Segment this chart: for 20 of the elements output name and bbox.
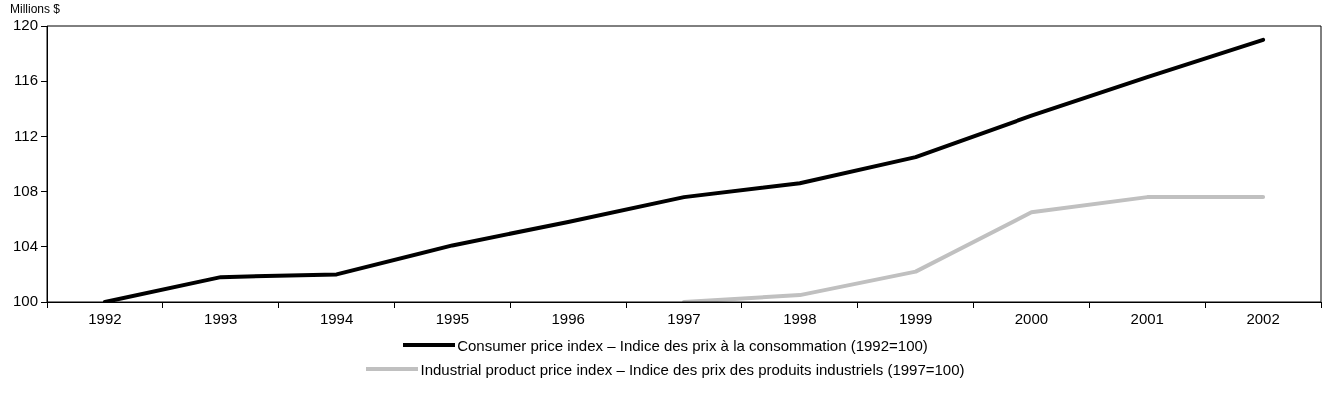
- x-tick-label: 1994: [319, 310, 354, 328]
- x-tick-label: 1997: [667, 310, 701, 328]
- y-tick-label: 120: [13, 16, 39, 34]
- y-tick-label: 100: [13, 292, 39, 310]
- y-tick-label: 112: [14, 126, 39, 144]
- legend-label: Industrial product price index – Indice des prix des produits industriels (1997=100): [420, 360, 965, 378]
- y-tick-label: 116: [14, 71, 39, 89]
- x-tick-label: 2001: [1130, 310, 1164, 328]
- x-tick-label: 1992: [88, 310, 122, 328]
- y-axis-title: Millions $: [10, 2, 61, 16]
- x-tick-label: 2000: [1014, 310, 1049, 328]
- x-tick-label: 1998: [783, 310, 817, 328]
- x-tick-label: 1993: [204, 310, 238, 328]
- y-tick-label: 108: [13, 181, 39, 199]
- x-tick-label: 1999: [898, 310, 933, 328]
- y-tick-label: 104: [13, 236, 39, 254]
- x-tick-label: 2002: [1246, 310, 1280, 328]
- x-tick-label: 1996: [551, 310, 585, 328]
- x-tick-label: 1995: [435, 310, 470, 328]
- legend-label: Consumer price index – Indice des prix à la consommation (1992=100): [457, 336, 928, 354]
